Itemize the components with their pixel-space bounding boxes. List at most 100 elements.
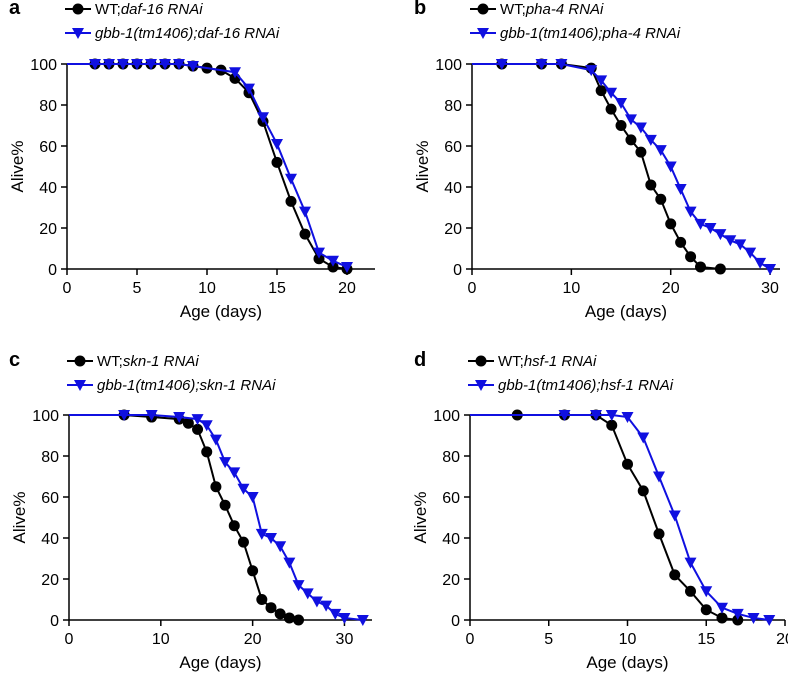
data-point <box>256 594 268 605</box>
data-point <box>327 261 339 273</box>
data-point <box>274 541 287 553</box>
data-point <box>285 173 297 185</box>
data-point <box>714 263 726 275</box>
panel-label: c <box>9 349 20 371</box>
data-point <box>246 492 259 503</box>
panel-label: d <box>414 349 426 371</box>
y-tick-label: 20 <box>41 572 59 589</box>
y-axis-label: Alive% <box>10 492 29 544</box>
x-tick-label: 0 <box>63 280 72 297</box>
y-tick-label: 80 <box>41 449 59 466</box>
y-tick-label: 40 <box>442 531 460 548</box>
data-point <box>310 596 323 608</box>
legend-label: WT;daf-16 RNAi <box>95 1 203 18</box>
x-tick-label: 20 <box>662 280 680 297</box>
data-point <box>605 87 618 99</box>
data-point <box>173 59 185 70</box>
y-axis-label: Alive% <box>411 492 430 544</box>
data-point <box>283 612 295 624</box>
data-point <box>684 557 697 569</box>
data-point <box>754 257 767 269</box>
y-tick-label: 60 <box>39 139 57 156</box>
x-tick-label: 10 <box>198 280 216 297</box>
data-point <box>191 414 204 426</box>
data-point <box>283 557 296 569</box>
data-point <box>606 419 618 431</box>
data-point <box>734 239 747 251</box>
data-point <box>674 184 687 196</box>
data-point <box>327 255 339 267</box>
data-point <box>634 122 647 134</box>
data-point <box>320 600 333 612</box>
y-tick-label: 20 <box>442 572 460 589</box>
y-tick-label: 100 <box>32 408 59 425</box>
data-point <box>247 565 259 577</box>
data-point <box>732 614 744 626</box>
legend-entry: gbb-1(tm1406);skn-1 RNAi <box>67 377 276 394</box>
data-point <box>615 97 628 109</box>
y-tick-label: 0 <box>451 613 460 630</box>
data-point <box>187 61 199 73</box>
data-point <box>495 59 508 70</box>
legend-entry: WT;daf-16 RNAi <box>65 1 203 18</box>
data-point <box>764 264 777 275</box>
series-mutant <box>69 410 369 626</box>
y-tick-label: 40 <box>41 531 59 548</box>
data-point <box>313 247 325 259</box>
data-point <box>117 59 129 70</box>
data-point <box>292 580 305 592</box>
data-point <box>724 235 737 247</box>
data-point <box>694 218 707 230</box>
y-tick-label: 60 <box>442 490 460 507</box>
y-tick-label: 60 <box>41 490 59 507</box>
x-tick-label: 0 <box>468 280 477 297</box>
legend-label: gbb-1(tm1406);skn-1 RNAi <box>97 377 276 394</box>
series-mutant <box>472 59 777 275</box>
data-point <box>695 261 707 273</box>
data-point <box>159 59 171 70</box>
data-point <box>201 446 213 458</box>
data-point <box>615 120 627 131</box>
data-point <box>716 612 728 624</box>
panel-d: d 0 5 10 15 20 0 20 40 60 80 100 Age (days) Alive% WT;… <box>411 349 788 672</box>
data-point <box>653 528 665 540</box>
data-point <box>731 608 744 620</box>
legend-entry: gbb-1(tm1406);daf-16 RNAi <box>65 25 280 42</box>
series-mutant <box>470 410 776 626</box>
data-point <box>219 457 232 469</box>
data-point <box>210 481 222 493</box>
data-point <box>356 615 369 626</box>
x-tick-label: 30 <box>761 280 779 297</box>
data-point <box>605 410 618 421</box>
series-mutant <box>67 59 353 273</box>
data-point <box>700 586 713 598</box>
data-point <box>209 434 222 446</box>
legend-label: gbb-1(tm1406);hsf-1 RNAi <box>498 377 674 394</box>
data-point <box>271 156 283 168</box>
legend-marker <box>477 3 489 15</box>
x-tick-label: 10 <box>152 631 170 648</box>
x-tick-label: 20 <box>338 280 356 297</box>
x-axis-label: Age (days) <box>586 653 668 672</box>
data-point <box>200 420 213 432</box>
data-point <box>255 528 268 540</box>
legend-label: WT;hsf-1 RNAi <box>498 353 597 370</box>
x-tick-label: 0 <box>466 631 475 648</box>
data-point <box>558 410 571 421</box>
y-tick-label: 20 <box>39 221 57 238</box>
legend-label: WT;pha-4 RNAi <box>500 1 604 18</box>
data-point <box>700 604 712 616</box>
data-point <box>299 206 311 218</box>
y-tick-label: 80 <box>39 98 57 115</box>
x-axis-label: Age (days) <box>179 653 261 672</box>
legend-entry: WT;hsf-1 RNAi <box>468 353 597 370</box>
x-tick-label: 10 <box>562 280 580 297</box>
series-line <box>69 414 363 621</box>
data-point <box>192 423 204 435</box>
panel-a: a 0 5 10 15 20 0 20 40 60 80 100 Age (days) Alive% WT;… <box>8 0 375 321</box>
y-axis-label: Alive% <box>413 141 432 193</box>
data-point <box>637 485 649 497</box>
data-point <box>704 223 717 234</box>
data-point <box>590 410 602 421</box>
